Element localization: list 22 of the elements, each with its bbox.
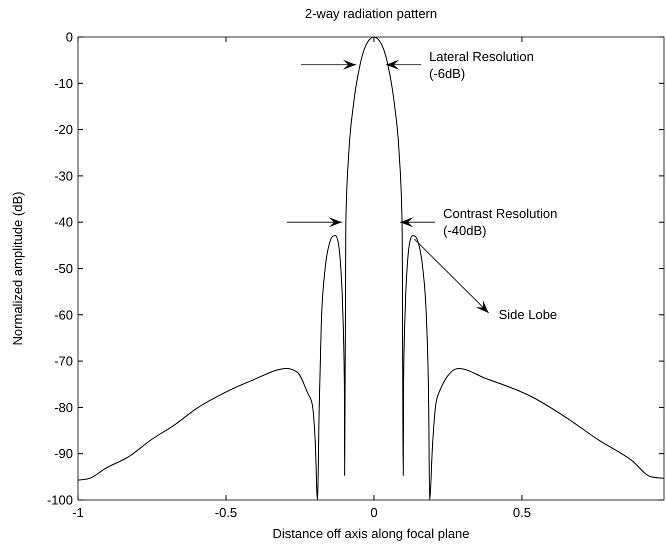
annotation: Contrast Resolution (-40dB) <box>443 206 558 238</box>
y-tick-label: -10 <box>54 76 73 91</box>
y-tick-label: -60 <box>54 307 73 322</box>
annotation: Lateral Resolution (-6dB) <box>429 48 534 81</box>
y-tick-label: -100 <box>46 492 73 508</box>
y-tick-label: 0 <box>66 30 73 44</box>
annotation: Side Lobe <box>498 306 558 322</box>
y-tick-label: -20 <box>54 122 73 138</box>
x-tick-label: -1 <box>72 505 84 520</box>
x-tick-label: -0.5 <box>214 505 238 520</box>
chart-title: 2-way radiation pattern <box>304 6 438 21</box>
line-series <box>78 36 664 500</box>
y-tick-label: -30 <box>54 168 73 184</box>
x-tick-label: 0.5 <box>512 505 531 520</box>
y-axis-title: Normalized amplitude (dB) <box>10 192 25 346</box>
x-tick-label: 0 <box>370 505 378 520</box>
y-tick-label: -70 <box>54 354 73 369</box>
x-axis-title: Distance off axis along focal plane <box>272 526 470 541</box>
y-tick-label: -50 <box>54 261 73 276</box>
y-tick-label: -80 <box>54 400 73 415</box>
y-tick-label: -90 <box>54 446 73 462</box>
y-tick-label: -40 <box>54 214 73 230</box>
